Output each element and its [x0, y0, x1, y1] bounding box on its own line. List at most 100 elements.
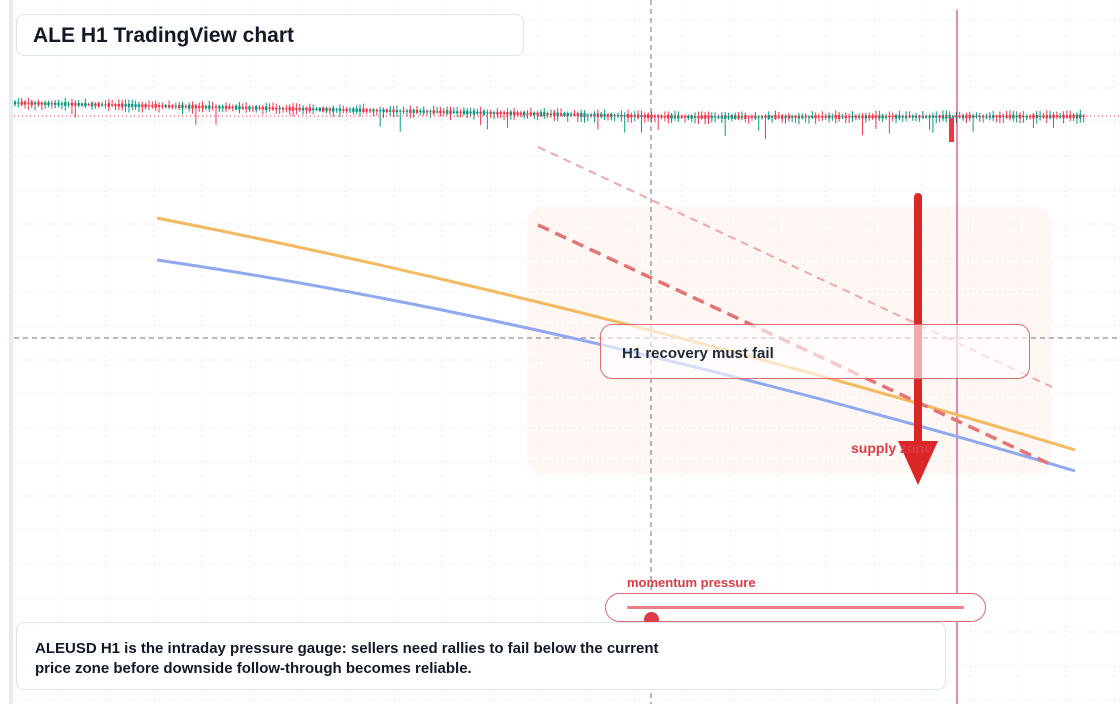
- candle-body: [375, 109, 378, 112]
- gauge-track: [627, 606, 964, 627]
- candle-body: [543, 112, 546, 116]
- candle-body: [951, 115, 955, 118]
- candle-body: [847, 116, 851, 118]
- candle-body: [707, 115, 710, 119]
- candle-body: [452, 111, 456, 113]
- upper-resistance-line: [537, 146, 1053, 388]
- candle-body: [479, 111, 482, 114]
- candle-body: [767, 115, 770, 119]
- recovery-callout: H1 recovery must fail: [600, 324, 1030, 379]
- candle-body: [868, 115, 871, 118]
- candle-body: [579, 113, 583, 117]
- candle-body: [807, 116, 811, 118]
- candle-body: [204, 105, 208, 109]
- candle-body: [248, 106, 251, 110]
- candle-body: [988, 115, 992, 118]
- candle-body: [198, 105, 201, 108]
- candle-body: [1055, 115, 1059, 118]
- candle-body: [275, 107, 278, 110]
- candle-body: [680, 116, 683, 118]
- candle-body: [569, 114, 573, 116]
- candle-body: [1032, 114, 1035, 119]
- candle-body: [583, 112, 586, 117]
- candle-body: [261, 107, 265, 110]
- candle-body: [502, 112, 506, 115]
- candle-body: [184, 105, 188, 108]
- candle-body: [1059, 115, 1062, 118]
- candle-body: [804, 116, 807, 118]
- candle-body: [117, 103, 121, 107]
- candle-body: [643, 114, 646, 118]
- candle-body: [770, 116, 774, 118]
- candle-body: [914, 115, 918, 118]
- candle-body: [985, 116, 988, 118]
- candle-body: [925, 115, 928, 118]
- candle-body: [948, 115, 951, 119]
- callout-text: H1 recovery must fail: [622, 345, 774, 362]
- candle-body: [519, 112, 523, 115]
- candle-body: [911, 116, 914, 118]
- analysis-note-card: ALEUSD H1 is the intraday pressure gauge…: [16, 622, 946, 690]
- candle-body: [107, 103, 110, 107]
- candle-body: [553, 112, 556, 117]
- candle-body: [412, 109, 415, 113]
- candle-body: [526, 113, 529, 115]
- candles-group: [13, 97, 1085, 142]
- candle-body: [894, 115, 898, 119]
- candle-body: [888, 116, 891, 118]
- candle-body: [861, 115, 864, 119]
- candle-body: [134, 104, 137, 107]
- candle-body-highlight: [949, 118, 954, 142]
- candle-body: [352, 108, 355, 112]
- candle-body: [50, 103, 54, 105]
- candle-body: [995, 115, 998, 118]
- candle-body: [563, 113, 566, 117]
- candle-body: [385, 109, 389, 113]
- candle-body: [211, 106, 214, 108]
- candle-body: [459, 111, 462, 114]
- candle-body: [419, 110, 422, 113]
- candle-body: [161, 105, 164, 107]
- candle-body: [445, 110, 449, 114]
- candle-body: [687, 115, 690, 119]
- candle-body: [690, 115, 693, 119]
- supply-zone-label: supply zone: [851, 440, 932, 456]
- candle-body: [512, 111, 516, 116]
- candle-body: [33, 102, 37, 105]
- candle-body: [1022, 115, 1025, 118]
- candle-body: [546, 113, 549, 116]
- candle-body: [174, 105, 177, 107]
- candle-body: [814, 115, 817, 119]
- candle-body: [27, 102, 30, 104]
- candle-body: [104, 104, 107, 106]
- candle-body: [362, 108, 365, 112]
- candle-body: [188, 104, 191, 109]
- candle-body: [30, 101, 33, 106]
- candle-body: [43, 102, 47, 105]
- candle-body: [368, 109, 372, 112]
- candle-body: [389, 110, 392, 112]
- candle-body: [432, 110, 435, 114]
- candle-body: [529, 112, 533, 116]
- candle-body: [921, 115, 925, 118]
- candle-body: [523, 111, 526, 116]
- chart-title: ALE H1 TradingView chart: [33, 24, 295, 47]
- candle-body: [566, 113, 569, 117]
- candle-body: [234, 105, 238, 110]
- candle-body: [1002, 116, 1005, 118]
- candle-body: [472, 110, 476, 115]
- candle-body: [727, 116, 730, 118]
- candle-body: [332, 107, 335, 112]
- candle-body: [891, 116, 894, 118]
- candle-body: [489, 111, 492, 114]
- candle-body: [720, 115, 724, 119]
- candle-body: [898, 115, 901, 119]
- candle-body: [144, 104, 147, 108]
- candle-body: [345, 108, 348, 112]
- candle-body: [549, 113, 553, 115]
- blue-trendline: [156, 258, 1076, 473]
- candle-body: [466, 110, 469, 115]
- candle-body: [382, 109, 385, 113]
- candle-body: [965, 115, 968, 119]
- candle-body: [37, 102, 40, 105]
